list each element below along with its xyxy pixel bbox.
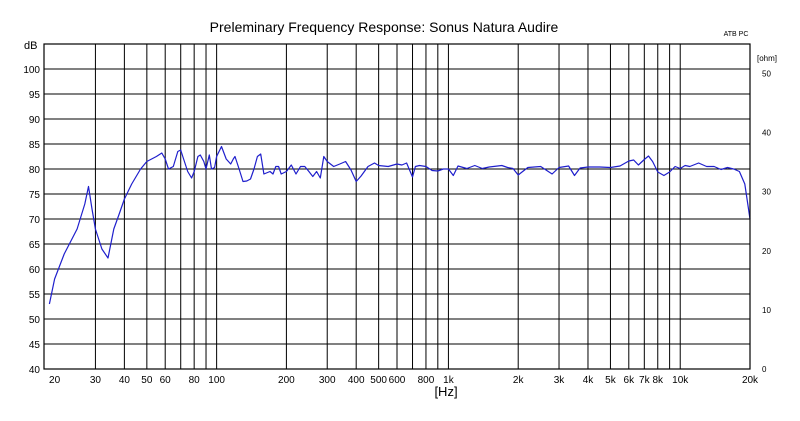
- right-tick-label: 40: [762, 129, 771, 138]
- y-tick-label: 85: [29, 140, 41, 151]
- y-tick-label: 50: [29, 315, 41, 326]
- chart-title: Preleminary Frequency Response: Sonus Na…: [210, 19, 559, 35]
- x-tick-label: 400: [348, 375, 365, 386]
- right-tick-label: 0: [762, 365, 767, 374]
- x-tick-label: 20k: [742, 375, 759, 386]
- x-tick-label: 10k: [672, 375, 689, 386]
- series-group: [48, 145, 751, 305]
- plot-frame: [43, 43, 751, 370]
- grid: [44, 44, 750, 369]
- x-tick-label: 30: [90, 375, 102, 386]
- x-tick-label: 100: [208, 375, 225, 386]
- right-tick-label: 30: [762, 188, 771, 197]
- y-tick-label: 70: [29, 215, 41, 226]
- y-tick-label: 60: [29, 265, 41, 276]
- x-tick-label: 1k: [443, 375, 455, 386]
- x-tick-label: 3k: [554, 375, 566, 386]
- x-tick-label: 200: [278, 375, 295, 386]
- y-tick-label: 65: [29, 240, 41, 251]
- y-tick-label: 55: [29, 290, 41, 301]
- x-tick-label: 20: [49, 375, 61, 386]
- x-tick-label: 4k: [583, 375, 595, 386]
- x-tick-label: 60: [160, 375, 172, 386]
- corner-label: ATB PC: [724, 31, 749, 38]
- x-tick-label: 50: [141, 375, 153, 386]
- right-axis-label: [ohm]: [757, 54, 777, 63]
- y-tick-label: 100: [23, 65, 40, 76]
- tick-labels: 20 30 40 50 60 80 100 200 300 400 500 600 800 1k 2k 3k 4…: [23, 65, 771, 386]
- y-tick-label: 90: [29, 115, 41, 126]
- x-tick-label: 800: [418, 375, 435, 386]
- x-tick-label: 600: [389, 375, 406, 386]
- x-axis-label: [Hz]: [434, 384, 457, 399]
- right-tick-label: 20: [762, 247, 771, 256]
- y-tick-label: 80: [29, 165, 41, 176]
- x-tick-label: 7k: [639, 375, 651, 386]
- y-tick-label: 95: [29, 90, 41, 101]
- x-tick-label: 80: [189, 375, 201, 386]
- y-tick-label: 40: [29, 365, 41, 376]
- right-tick-label: 50: [762, 70, 771, 79]
- x-tick-label: 300: [319, 375, 336, 386]
- y-axis-label: dB: [24, 40, 37, 52]
- x-tick-label: 8k: [652, 375, 664, 386]
- right-tick-label: 10: [762, 306, 771, 315]
- x-tick-label: 2k: [513, 375, 525, 386]
- x-tick-label: 6k: [624, 375, 636, 386]
- x-tick-label: 5k: [605, 375, 617, 386]
- x-tick-label: 500: [370, 375, 387, 386]
- y-tick-label: 75: [29, 190, 41, 201]
- x-tick-label: 40: [119, 375, 131, 386]
- frequency-response-line: [48, 145, 751, 305]
- y-tick-label: 45: [29, 340, 41, 351]
